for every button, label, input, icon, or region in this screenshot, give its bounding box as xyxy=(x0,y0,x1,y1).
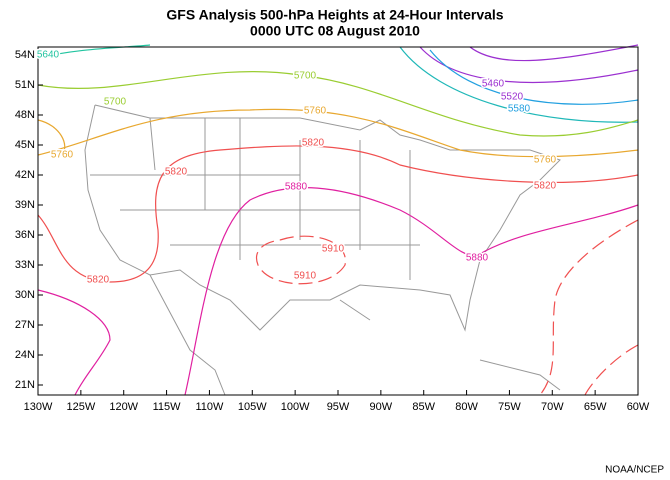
contour-label: 5760 xyxy=(51,150,74,161)
lat-label: 27N xyxy=(15,319,35,331)
contour-label: 5760 xyxy=(304,106,327,117)
contour-label: 5580 xyxy=(508,104,531,115)
contour-label: 5880 xyxy=(285,182,308,193)
lon-label: 70W xyxy=(541,401,564,413)
lon-label: 130W xyxy=(24,401,53,413)
contour-label: 5700 xyxy=(294,71,317,82)
lat-label: 33N xyxy=(15,259,35,271)
contour-label: 5880 xyxy=(466,253,489,264)
contour-label: 5820 xyxy=(87,275,110,286)
contour-label: 5820 xyxy=(165,167,188,178)
contour-label: 5520 xyxy=(501,92,524,103)
contour-label: 5910 xyxy=(322,244,345,255)
contour-label: 5910 xyxy=(294,271,317,282)
contour-label: 5640 xyxy=(37,50,60,61)
lon-label: 85W xyxy=(412,401,435,413)
lon-label: 90W xyxy=(370,401,393,413)
map-geography xyxy=(84,104,561,396)
lat-label: 54N xyxy=(15,49,35,61)
lon-label: 125W xyxy=(66,401,95,413)
contour-label: 5460 xyxy=(482,79,505,90)
contour-label: 5820 xyxy=(534,181,557,192)
lon-label: 100W xyxy=(281,401,310,413)
subtitle: 0000 UTC 08 August 2010 xyxy=(250,23,420,39)
lat-label: 24N xyxy=(15,349,35,361)
lat-label: 21N xyxy=(15,379,35,391)
contour-label: 5700 xyxy=(104,97,127,108)
lon-label: 105W xyxy=(238,401,267,413)
lon-label: 65W xyxy=(584,401,607,413)
lon-label: 95W xyxy=(327,401,350,413)
lon-label: 80W xyxy=(455,401,478,413)
title: GFS Analysis 500-hPa Heights at 24-Hour … xyxy=(166,7,503,23)
map-frame xyxy=(37,46,639,396)
contours xyxy=(37,44,639,396)
lat-label: 30N xyxy=(15,289,35,301)
credit: NOAA/NCEP xyxy=(605,465,664,476)
lat-label: 42N xyxy=(15,169,35,181)
lon-label: 60W xyxy=(627,401,650,413)
lat-label: 48N xyxy=(15,109,35,121)
lat-label: 36N xyxy=(15,229,35,241)
lon-label: 75W xyxy=(498,401,521,413)
lat-label: 51N xyxy=(15,79,35,91)
lon-label: 110W xyxy=(195,401,224,413)
contour-label: 5820 xyxy=(302,138,325,149)
lat-label: 45N xyxy=(15,139,35,151)
lat-label: 39N xyxy=(15,199,35,211)
lon-label: 115W xyxy=(153,401,182,413)
contour-label: 5760 xyxy=(534,155,557,166)
lon-label: 120W xyxy=(109,401,138,413)
